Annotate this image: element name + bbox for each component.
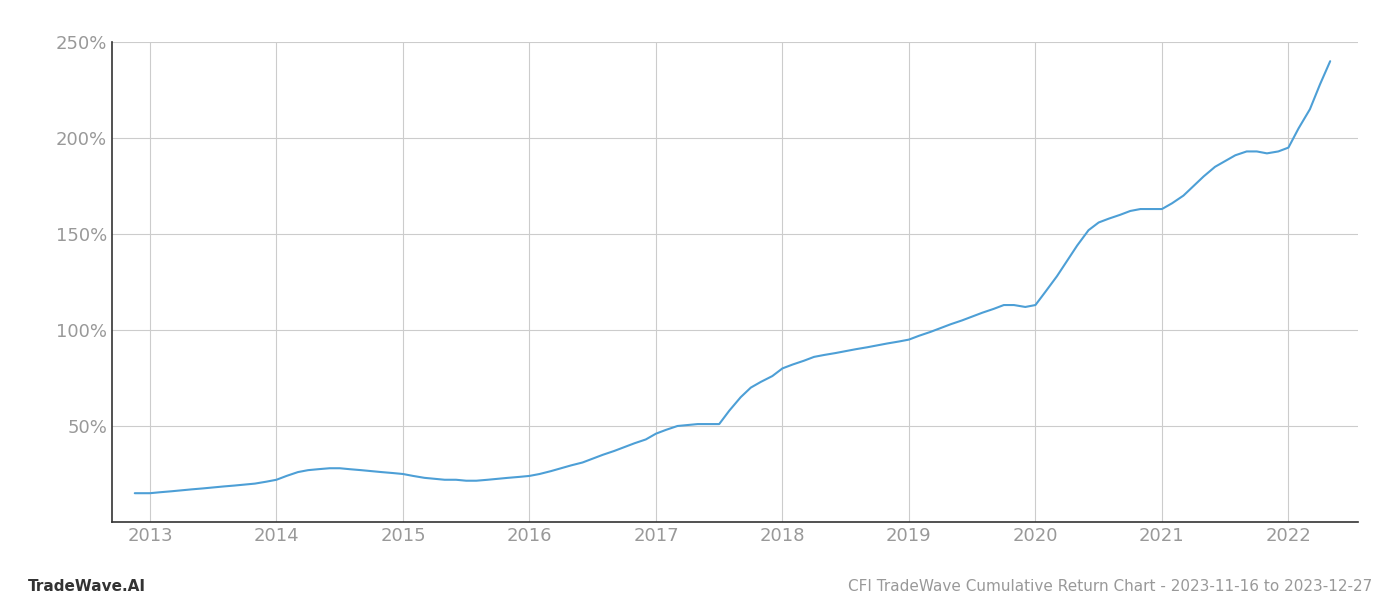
Text: TradeWave.AI: TradeWave.AI (28, 579, 146, 594)
Text: CFI TradeWave Cumulative Return Chart - 2023-11-16 to 2023-12-27: CFI TradeWave Cumulative Return Chart - … (848, 579, 1372, 594)
